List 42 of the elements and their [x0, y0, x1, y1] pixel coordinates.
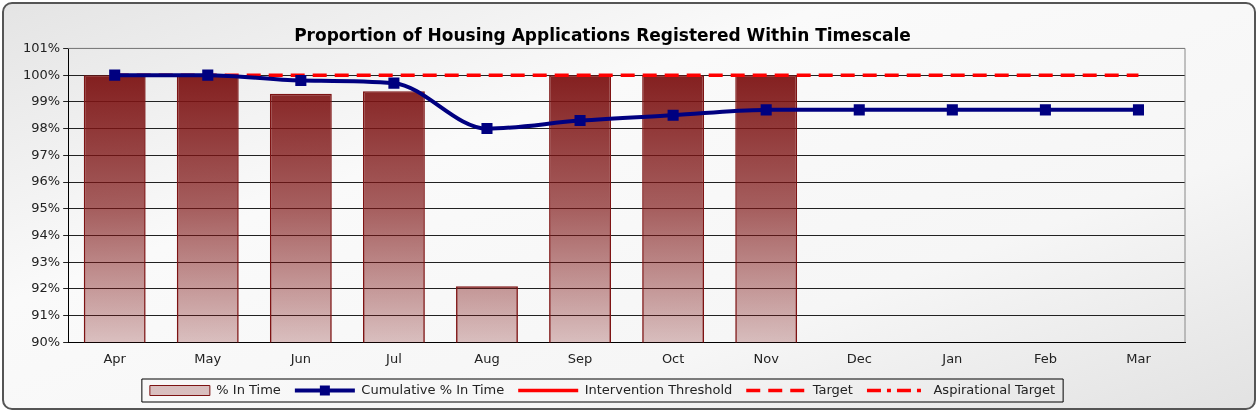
- y-tick-label: 96%: [31, 173, 61, 189]
- chart-title: Proportion of Housing Applications Registered Within Timescale: [294, 24, 911, 45]
- point: [202, 69, 214, 81]
- y-tick-label: 92%: [31, 280, 61, 296]
- x-tick-label: Aug: [474, 350, 500, 366]
- point: [1039, 104, 1051, 116]
- point: [760, 104, 772, 116]
- x-tick-label: Nov: [753, 350, 780, 366]
- y-tick-label: 99%: [31, 93, 61, 109]
- legend-label: Cumulative % In Time: [361, 381, 505, 397]
- x-tick-label: Oct: [661, 350, 685, 366]
- point: [946, 104, 958, 116]
- point: [295, 74, 307, 87]
- y-tick-label: 95%: [31, 200, 61, 216]
- x-tick-label: Dec: [846, 350, 872, 366]
- x-tick-label: May: [194, 350, 222, 366]
- y-tick-label: 100%: [22, 66, 61, 82]
- x-tick-label: Sep: [567, 350, 593, 366]
- x-tick-label: Mar: [1126, 350, 1152, 366]
- point: [109, 69, 121, 81]
- y-tick-label: 90%: [31, 333, 61, 349]
- y-tick-label: 94%: [31, 226, 61, 242]
- y-tick-label: 93%: [31, 253, 61, 269]
- point: [1132, 104, 1144, 116]
- legend-label: Aspirational Target: [933, 381, 1056, 397]
- point: [574, 115, 586, 127]
- point: [667, 109, 679, 121]
- point: [853, 104, 865, 116]
- y-tick-label: 97%: [31, 146, 61, 162]
- x-tick-label: Jan: [941, 350, 963, 366]
- legend-label: Intervention Threshold: [584, 381, 733, 397]
- y-tick-label: 98%: [31, 119, 61, 135]
- point: [481, 123, 493, 135]
- y-tick-label: 101%: [22, 39, 61, 55]
- legend-label: Target: [811, 381, 853, 397]
- x-tick-label: Feb: [1033, 350, 1057, 366]
- x-tick-label: Jul: [385, 350, 402, 366]
- x-tick-label: Jun: [289, 350, 311, 366]
- x-tick-label: Apr: [103, 350, 127, 366]
- legend-label: % In Time: [216, 381, 281, 397]
- point: [388, 77, 400, 89]
- y-tick-label: 91%: [31, 307, 61, 323]
